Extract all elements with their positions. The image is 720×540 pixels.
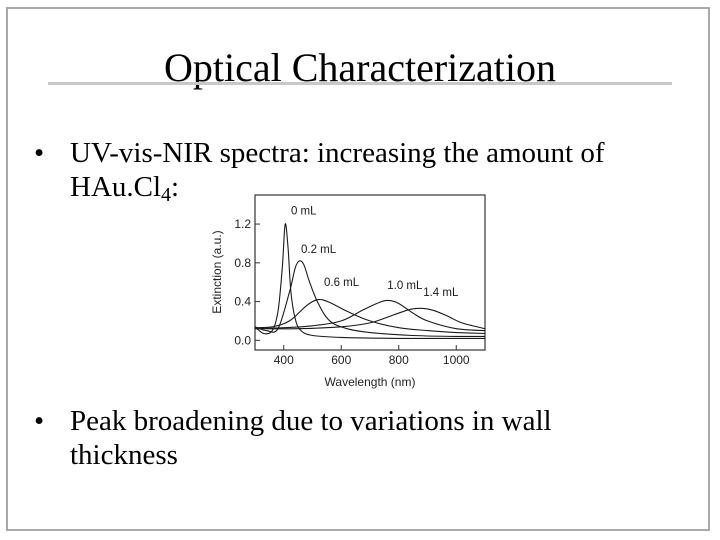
series-labels: 0 mL 0.2 mL 0.6 mL 1.0 mL1.4 mL [291,205,459,298]
extinction-spectra-chart: 400 600 800 1000 0.0 0.4 0.8 1.2 0 mL 0.2 mL 0.6 … [210,194,486,389]
axis-ticks: 400 600 800 1000 0.0 0.4 0.8 1.2 [234,217,470,367]
y-axis-label: Extinction (a.u.) [210,230,224,313]
series-label: 0 mL [291,205,317,217]
x-tick-label: 400 [274,353,294,367]
y-tick-label: 0.0 [234,333,251,347]
slide-frame [6,7,710,531]
bullet-1-line-2-subscript: 4 [161,184,172,206]
x-tick-label: 800 [389,353,409,367]
bullet-2-text: Peak broadening due to variations in wal… [70,404,552,472]
y-tick-label: 0.4 [234,295,251,309]
plot-frame [254,194,486,351]
x-tick-label: 600 [331,353,351,367]
series-lines [254,223,486,339]
series-line [254,298,486,335]
series-label: 0.6 mL [324,277,360,289]
bullet-2-line-2: thickness [70,439,178,471]
bullet-1-line-2-suffix: : [171,171,180,203]
bullet-1-line-2-prefix: HAu.Cl [70,171,162,203]
series-line [254,260,486,338]
x-tick-label: 1000 [443,353,470,367]
bullet-1-line-1: UV-vis-NIR spectra: increasing the amoun… [70,137,605,169]
series-label: 1.4 mL [423,287,459,299]
bullet-1-marker: • [34,137,45,169]
bullet-2-line-1: Peak broadening due to variations in wal… [70,405,552,437]
y-tick-label: 1.2 [234,217,251,231]
title-underline [48,82,672,85]
bullet-1-text: UV-vis-NIR spectra: increasing the amoun… [70,136,605,206]
series-label: 1.0 mL [387,280,423,292]
bullet-2-marker: • [34,405,45,437]
series-line [254,299,486,332]
series-line [254,307,486,330]
x-axis-label: Wavelength (nm) [325,375,416,389]
y-tick-label: 0.8 [234,256,251,270]
series-label: 0.2 mL [301,244,337,256]
